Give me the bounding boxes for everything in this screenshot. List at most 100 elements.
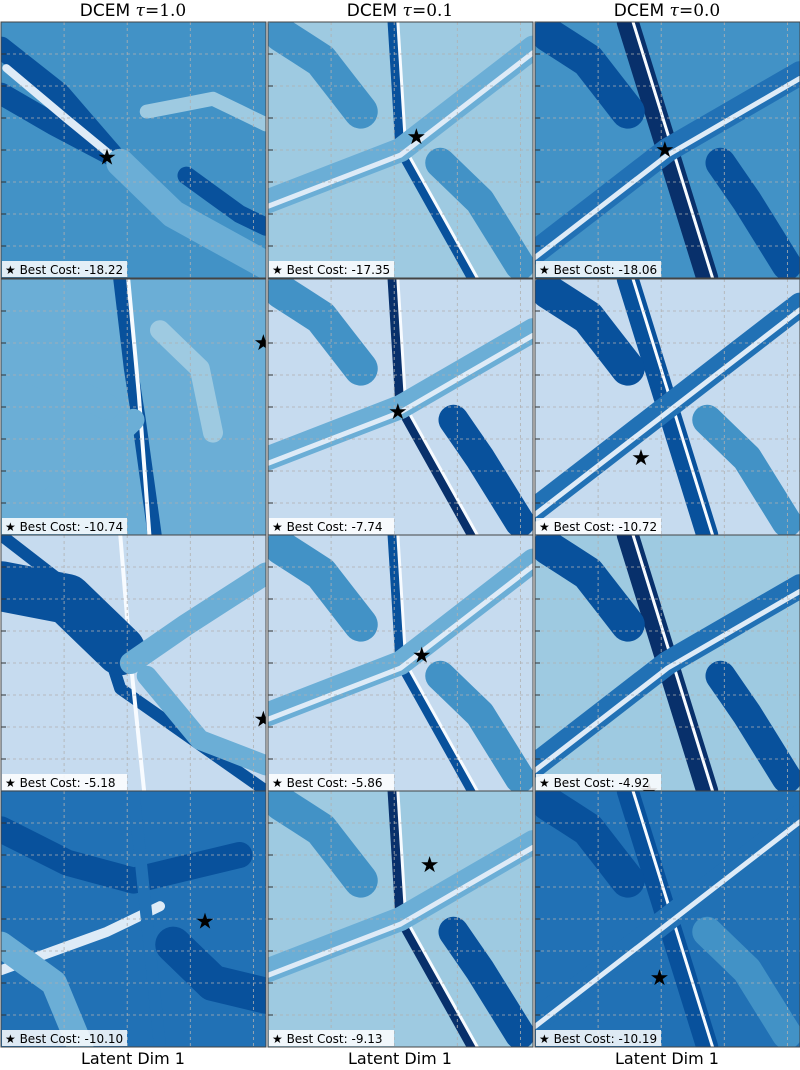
x-axis-label: Latent Dim 1 [615,1049,719,1068]
best-cost-label: ★ Best Cost: -18.06 [539,263,657,277]
best-point-star-icon: ★ [650,966,670,991]
contour-band [139,91,266,132]
best-cost-label: ★ Best Cost: -18.22 [5,263,123,277]
contour-band [438,916,533,1047]
cost-label-background [536,518,661,534]
contour-band [268,563,533,722]
best-point-star-icon: ★ [253,707,273,732]
best-cost-label: ★ Best Cost: -5.18 [5,776,116,790]
contour-band [535,819,800,1030]
best-point-star-icon: ★ [631,446,651,471]
contour-band [268,279,378,386]
best-point-star-icon: ★ [97,146,117,171]
subplot: ★ ★ Best Cost: -10.19 [534,790,800,1048]
contour-band [705,147,800,278]
contour-band [425,660,533,791]
best-cost-label: ★ Best Cost: -4.92 [539,776,650,790]
best-point-star-icon: ★ [407,125,427,150]
cost-label-background [2,1030,127,1046]
cost-label-background [536,261,661,277]
contour-band [535,61,800,265]
subplot-frame [0,790,267,1048]
column-title: DCEM τ=0.1 [267,0,533,24]
contour-band [268,332,533,466]
subplot: ★ ★ Best Cost: -10.74 [0,278,273,536]
best-point-star-icon: ★ [412,643,432,668]
subplot: ★★ Best Cost: -4.92 [534,534,800,792]
cost-label-background [536,1030,661,1046]
tau-equals: = [411,1,427,21]
subplot: ★ ★ Best Cost: -18.22 [0,21,267,279]
contour-band [177,166,266,236]
subplot: ★ ★ Best Cost: -5.86 [267,534,534,792]
contour-band [126,279,152,535]
best-cost-label: ★ Best Cost: -10.72 [539,520,657,534]
subplot: ★ ★ Best Cost: -10.10 [0,790,267,1048]
best-cost-label: ★ Best Cost: -10.10 [5,1032,123,1046]
subplot-frame [534,21,800,279]
cost-label-background [269,261,394,277]
subplot: ★ ★ Best Cost: -9.13 [267,790,534,1048]
subplot: ★ ★ Best Cost: -17.35 [267,21,534,279]
contour-band [535,307,800,518]
contour-band [2,64,125,167]
cost-label-background [269,774,394,790]
best-cost-label: ★ Best Cost: -9.13 [272,1032,383,1046]
subplot: ★ ★ Best Cost: -18.06 [534,21,800,279]
tau-equals: = [144,1,160,21]
x-axis-label: Latent Dim 1 [348,1049,452,1068]
contour-band [535,75,800,261]
best-point-star-icon: ★ [253,331,273,356]
contour-band [1,342,120,420]
contour-band [535,535,645,642]
contour-band [535,574,800,778]
contour-band [106,148,266,278]
tau-value: 0.1 [426,1,454,21]
subplot-frame [267,790,534,1048]
method-label: DCEM [613,1,665,21]
best-cost-label: ★ Best Cost: -5.86 [272,776,383,790]
subplot-frame [0,21,267,279]
contour-band [535,791,645,898]
subplot: ★ ★ Best Cost: -10.72 [534,278,800,536]
subplot: ★ ★ Best Cost: -7.74 [267,278,534,536]
contour-band [136,665,266,776]
cost-label-background [2,261,127,277]
contour-band [425,147,533,278]
contour-band [119,562,266,674]
contour-band [1,816,253,894]
subplot: ★ ★ Best Cost: -5.18 [0,534,273,792]
method-label: DCEM [79,1,131,21]
best-cost-label: ★ Best Cost: -7.74 [272,520,383,534]
contour-band [535,588,800,774]
contour-band [1,901,165,976]
contour-band [535,279,645,386]
cost-label-background [269,1030,394,1046]
contour-band [535,22,645,129]
method-label: DCEM [346,1,398,21]
contour-band [692,404,800,535]
tau-equals: = [678,1,694,21]
tau-value: 0.0 [693,1,721,21]
contour-band [438,404,533,535]
contour-band [268,535,378,642]
best-cost-label: ★ Best Cost: -10.19 [539,1032,657,1046]
tau-symbol: τ [669,1,679,21]
contour-band [43,408,145,508]
contour-band [268,791,378,898]
best-point-star-icon: ★ [655,138,675,163]
cost-label-background [269,518,394,534]
best-cost-label: ★ Best Cost: -17.35 [272,263,390,277]
tau-symbol: τ [135,1,145,21]
contour-band [268,50,533,209]
cost-label-background [2,774,127,790]
best-point-star-icon: ★ [195,910,215,935]
cost-label-background [2,518,127,534]
column-title: DCEM τ=1.0 [0,0,266,24]
best-point-star-icon: ★ [420,853,440,878]
contour-band [692,916,800,1047]
tau-value: 1.0 [159,1,187,21]
subplot-frame [534,790,800,1048]
contour-band [705,660,800,791]
contour-band [268,844,533,978]
